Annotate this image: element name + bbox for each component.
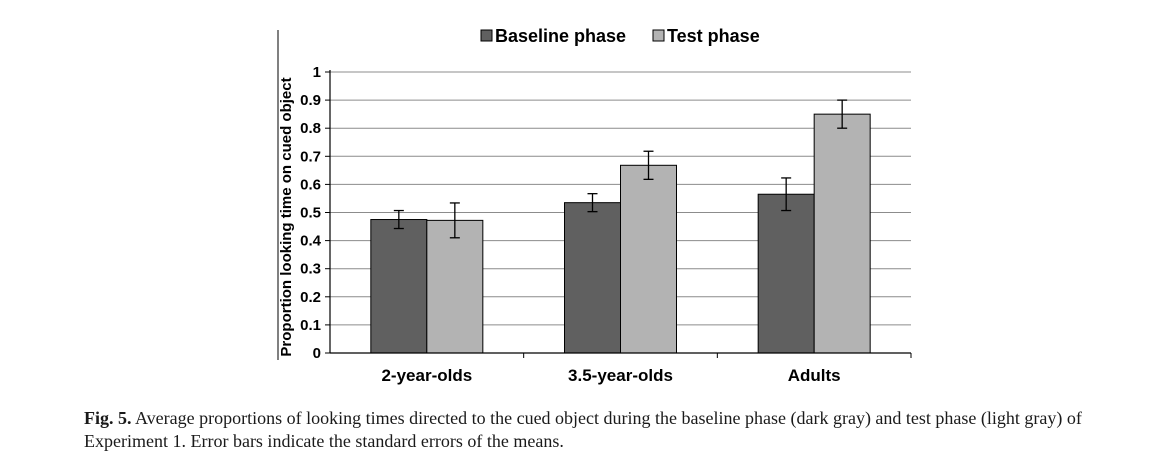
bar — [620, 164, 677, 354]
legend-swatch — [480, 29, 493, 42]
caption-text: Average proportions of looking times dir… — [84, 408, 1082, 451]
legend-entry: Test phase — [667, 26, 760, 46]
y-tick-labels: 0 0.1 0.2 0.3 0.4 0.5 0.6 0.7 0.8 0.9 1 — [300, 64, 322, 362]
figure-caption: Fig. 5. Average proportions of looking t… — [84, 407, 1124, 453]
y-tick-label: 0.9 — [300, 92, 321, 109]
y-tick-label: 0.4 — [300, 233, 322, 250]
y-tick-label: 0.2 — [300, 289, 321, 306]
bars — [370, 113, 871, 354]
x-tick-label: 3.5-year-olds — [568, 366, 673, 385]
x-tick-labels: 2-year-olds 3.5-year-olds Adults — [381, 366, 840, 385]
x-tick-label: 2-year-olds — [381, 366, 472, 385]
y-tick-label: 0.7 — [300, 148, 321, 165]
bar — [813, 113, 871, 354]
y-tick-label: 0.5 — [300, 205, 321, 222]
x-tick-label: Adults — [788, 366, 841, 385]
y-tick-label: 0.6 — [300, 176, 321, 193]
y-tick-label: 0 — [313, 345, 321, 362]
y-axis-label: Proportion looking time on cued object — [278, 77, 295, 356]
y-tick-label: 0.3 — [300, 261, 321, 278]
error-bars — [393, 99, 848, 239]
bar — [426, 219, 484, 354]
y-tick-label: 0.8 — [300, 120, 321, 137]
bar — [370, 219, 428, 354]
legend: Baseline phase Test phase — [480, 26, 760, 46]
bar — [757, 193, 815, 354]
bar — [564, 202, 621, 354]
figure-label: Fig. 5. — [84, 408, 132, 428]
legend-swatch — [652, 29, 665, 42]
axes — [277, 30, 912, 360]
bar-chart: Baseline phase Test phase 0 0.1 0.2 0.3 0.4 0.… — [277, 26, 912, 385]
y-tick-label: 1 — [313, 64, 321, 81]
legend-entry: Baseline phase — [495, 26, 626, 46]
y-tick-label: 0.1 — [300, 317, 321, 334]
